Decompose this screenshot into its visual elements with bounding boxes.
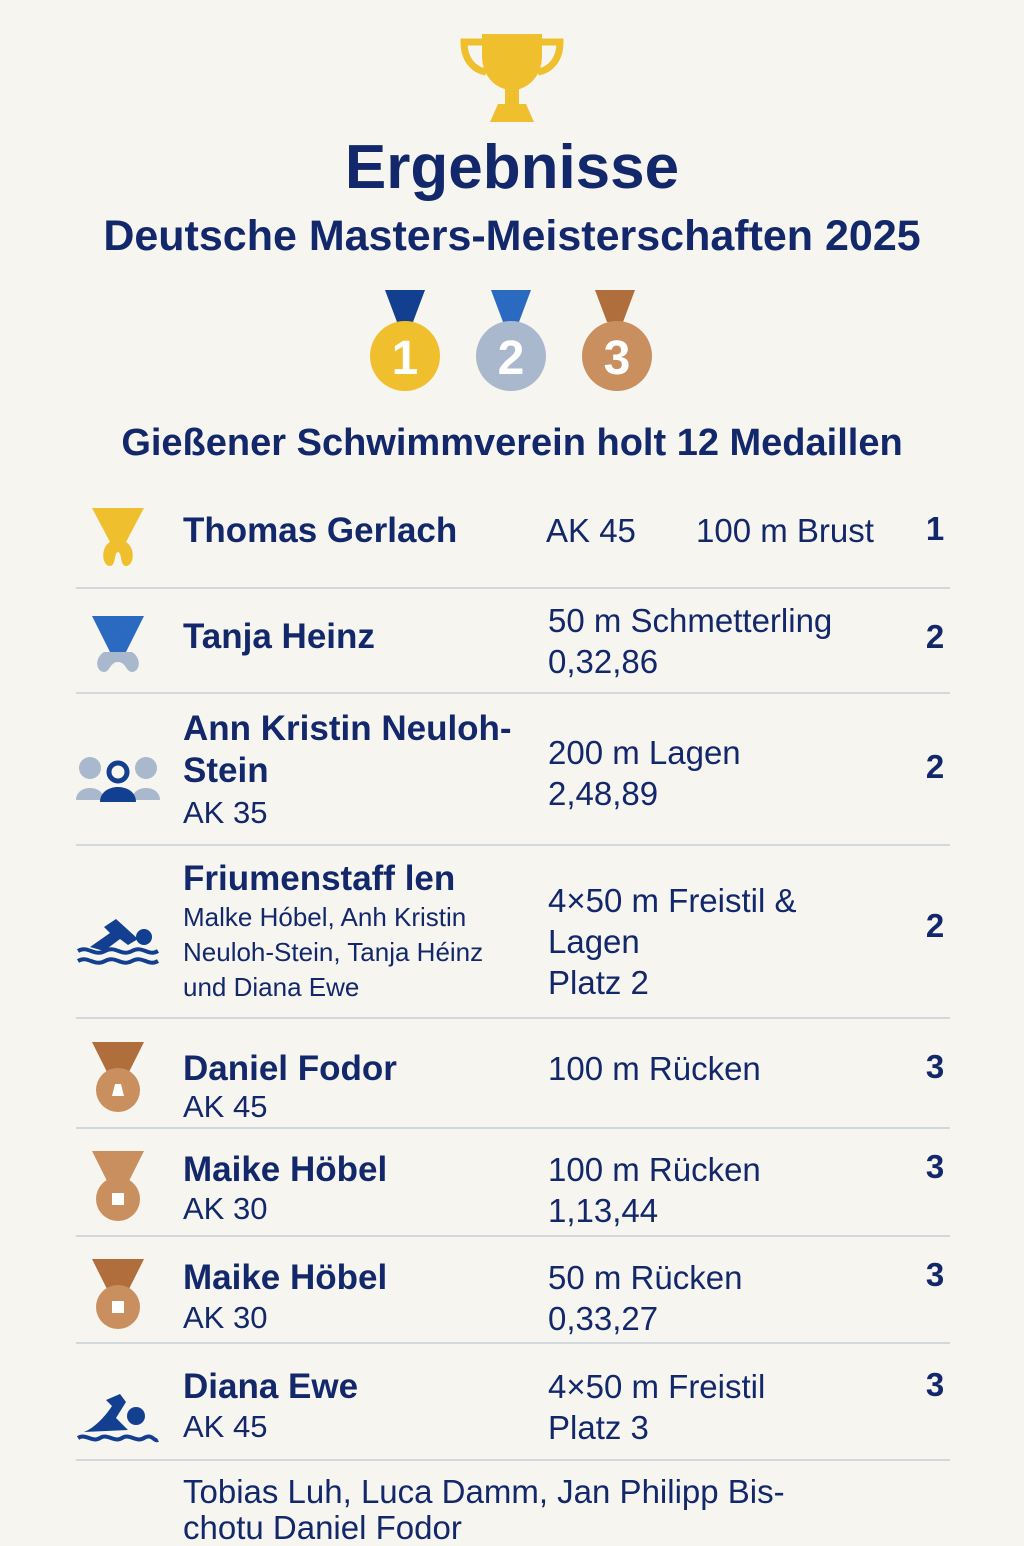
divider <box>76 1127 950 1129</box>
result-time: 2,48,89 <box>548 775 659 812</box>
result-time: Platz 3 <box>548 1409 649 1446</box>
result-age: AK 45 <box>546 512 636 549</box>
divider <box>76 844 950 846</box>
result-rank: 2 <box>925 618 945 655</box>
relay-team-members: Tobias Luh, Luca Damm, Jan Philipp Bis-c… <box>183 1473 785 1546</box>
svg-text:3: 3 <box>604 332 631 385</box>
result-rank: 2 <box>925 748 945 785</box>
result-name: Ann Kristin Neuloh-Stein <box>183 709 512 790</box>
result-rank: 3 <box>925 1048 945 1085</box>
svg-text:1: 1 <box>392 332 419 385</box>
group-icon <box>76 757 160 802</box>
headline: Gießener Schwimmverein holt 12 Medaillen <box>121 422 903 464</box>
result-name: Maike Höbel <box>183 1258 388 1297</box>
result-age: AK 45 <box>183 1089 268 1124</box>
result-time: 1,13,44 <box>548 1192 659 1229</box>
silver-medal-icon: 2 <box>476 290 546 391</box>
divider <box>76 1459 950 1461</box>
bronze-medal-icon <box>92 1042 144 1112</box>
result-rank: 2 <box>925 907 945 944</box>
result-rank: 1 <box>925 510 945 547</box>
relay-members: Malke Hóbel, Anh Kristin Neuloh-Stein, T… <box>183 902 484 1002</box>
gold-medal-icon <box>92 508 144 566</box>
swimmer-icon <box>76 919 160 965</box>
bronze-medal-icon <box>92 1151 144 1221</box>
result-name: Maike Höbel <box>183 1150 388 1189</box>
page-subtitle: Deutsche Masters-Meisterschaften 2025 <box>103 212 921 260</box>
result-event: 100 m Rücken <box>548 1050 761 1087</box>
result-name: Daniel Fodor <box>183 1049 397 1088</box>
silver-medal-icon <box>92 616 144 672</box>
bronze-medal-icon: 3 <box>582 290 652 391</box>
divider <box>76 1235 950 1237</box>
result-name: Friumenstaff len <box>183 859 456 898</box>
result-name: Thomas Gerlach <box>183 511 458 550</box>
result-age: AK 30 <box>183 1191 268 1226</box>
divider <box>76 1017 950 1019</box>
result-time: 0,32,86 <box>548 643 659 680</box>
result-rank: 3 <box>925 1256 945 1293</box>
svg-text:2: 2 <box>498 332 525 385</box>
result-time: Platz 2 <box>548 964 649 1001</box>
result-name: Diana Ewe <box>183 1367 359 1406</box>
result-event: 50 m Schmetterling <box>548 602 833 639</box>
result-event: 50 m Rücken <box>548 1259 743 1296</box>
page-title: Ergebnisse <box>344 133 680 202</box>
result-age: AK 35 <box>183 795 268 830</box>
bronze-medal-icon <box>92 1259 144 1329</box>
result-age: AK 45 <box>183 1409 268 1444</box>
result-event: 4×50 m Freistil & Lagen <box>548 882 797 960</box>
result-rank: 3 <box>925 1148 945 1185</box>
result-event: 200 m Lagen <box>548 734 741 771</box>
result-age: AK 30 <box>183 1300 268 1335</box>
result-rank: 3 <box>925 1366 945 1403</box>
gold-medal-icon: 1 <box>370 290 440 391</box>
divider <box>76 692 950 694</box>
result-name: Tanja Heinz <box>183 617 375 656</box>
trophy-icon <box>460 34 564 122</box>
result-event: 4×50 m Freistil <box>548 1368 766 1405</box>
swimmer-icon <box>76 1394 159 1443</box>
result-event: 100 m Rücken <box>548 1151 761 1188</box>
divider <box>76 587 950 589</box>
divider <box>76 1342 950 1344</box>
result-event: 100 m Brust <box>696 512 874 549</box>
result-time: 0,33,27 <box>548 1300 659 1337</box>
medals-row: 1 2 3 <box>370 290 652 391</box>
